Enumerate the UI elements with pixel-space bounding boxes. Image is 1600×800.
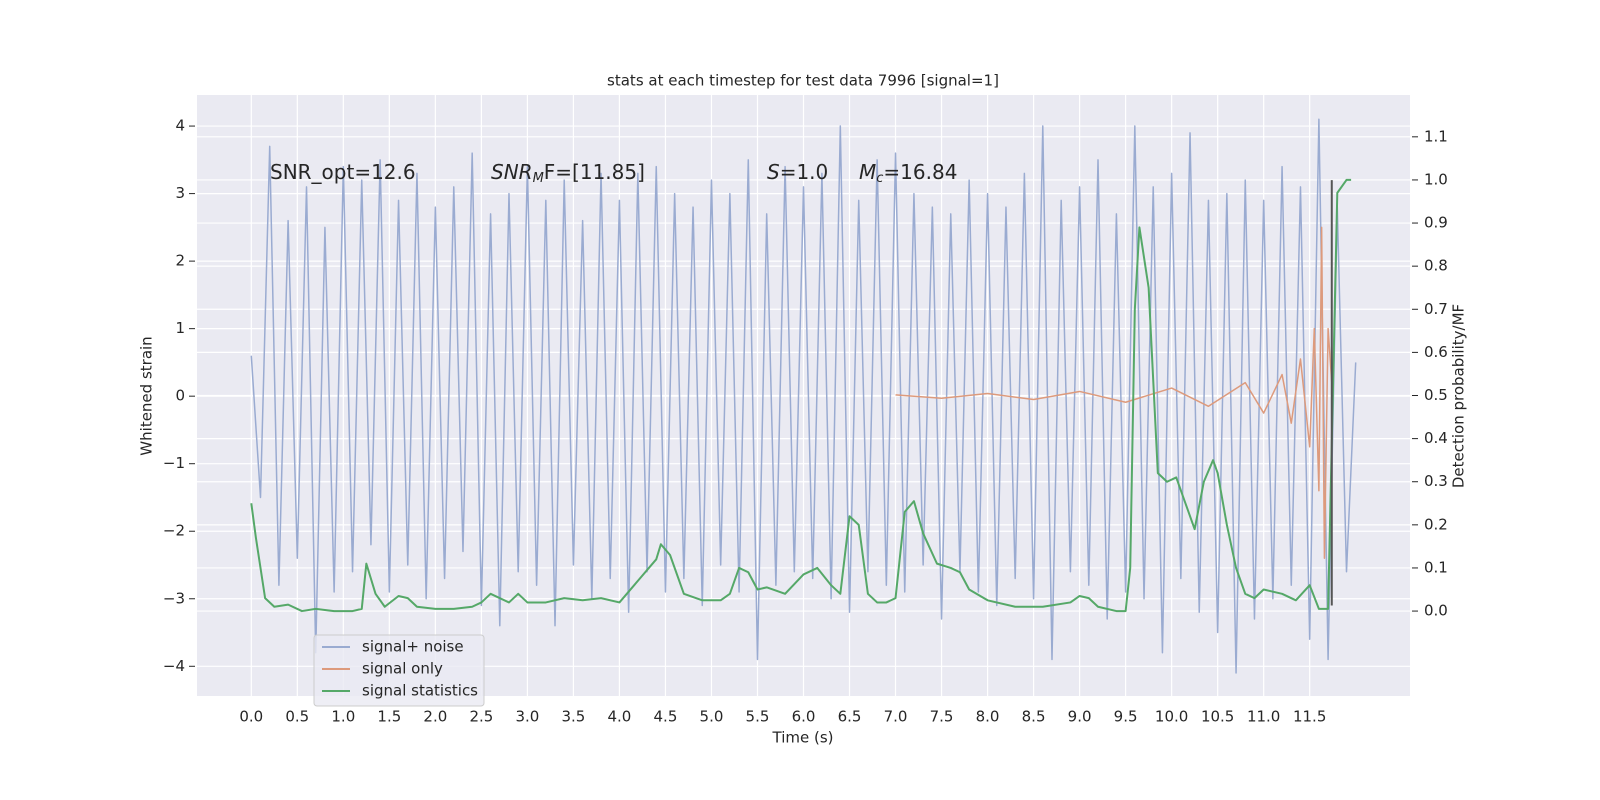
y2-tick-label: 0.7 bbox=[1424, 300, 1448, 318]
y-tick-label: −4 bbox=[163, 657, 185, 675]
x-tick-label: 7.0 bbox=[884, 708, 908, 726]
y-tick-label: −2 bbox=[163, 522, 185, 540]
x-tick-label: 6.0 bbox=[792, 708, 816, 726]
x-tick-label: 2.0 bbox=[423, 708, 447, 726]
x-tick-label: 11.0 bbox=[1247, 708, 1280, 726]
y-tick-label: 1 bbox=[175, 319, 185, 337]
x-tick-label: 2.5 bbox=[469, 708, 493, 726]
x-tick-label: 1.0 bbox=[331, 708, 355, 726]
x-tick-label: 4.0 bbox=[608, 708, 632, 726]
x-tick-label: 5.0 bbox=[700, 708, 724, 726]
annotation: S=1.0 bbox=[767, 160, 828, 184]
x-tick-label: 7.5 bbox=[930, 708, 954, 726]
y-tick-label: 3 bbox=[175, 184, 185, 202]
y2-tick-label: 0.9 bbox=[1424, 214, 1448, 232]
x-tick-label: 3.5 bbox=[561, 708, 585, 726]
annotation-part: c bbox=[876, 171, 883, 186]
series-line bbox=[250, 118, 1357, 674]
y2-tick-label: 0.6 bbox=[1424, 343, 1448, 361]
legend: signal+ noise signal only signal statistic… bbox=[313, 634, 485, 707]
y2-tick-label: 0.0 bbox=[1424, 602, 1448, 620]
x-tick-label: 1.5 bbox=[377, 708, 401, 726]
series-line bbox=[250, 178, 1352, 613]
y-tick-label: 2 bbox=[175, 252, 185, 270]
annotation-part: =1.0 bbox=[780, 160, 829, 184]
annotation-part: F=[11.85] bbox=[544, 160, 645, 184]
legend-label: signal+ noise bbox=[362, 638, 464, 656]
y-tick-label: 4 bbox=[175, 117, 185, 135]
legend-label: signal statistics bbox=[362, 682, 478, 700]
y-tick-label: −1 bbox=[163, 454, 185, 472]
x-tick-label: 11.5 bbox=[1293, 708, 1326, 726]
y2-tick-label: 0.3 bbox=[1424, 472, 1448, 490]
x-tick-label: 0.0 bbox=[239, 708, 263, 726]
x-tick-label: 10.5 bbox=[1201, 708, 1234, 726]
x-tick-label: 9.5 bbox=[1114, 708, 1138, 726]
annotation: SNR_opt=12.6 bbox=[270, 160, 416, 184]
y2-tick-label: 0.1 bbox=[1424, 558, 1448, 576]
y-tick-label: −3 bbox=[163, 589, 185, 607]
x-tick-label: 0.5 bbox=[285, 708, 309, 726]
x-tick-label: 6.5 bbox=[838, 708, 862, 726]
y2-tick-label: 0.4 bbox=[1424, 429, 1448, 447]
annotation-part: S bbox=[767, 160, 780, 184]
annotation-part: =16.84 bbox=[883, 160, 957, 184]
legend-box bbox=[313, 634, 485, 707]
x-tick-label: 3.0 bbox=[515, 708, 539, 726]
annotation-part: SNR_opt=12.6 bbox=[270, 160, 416, 184]
chart-title: stats at each timestep for test data 799… bbox=[607, 72, 999, 90]
y2-tick-label: 1.1 bbox=[1424, 127, 1448, 145]
annotation-part: SNR bbox=[491, 160, 533, 184]
y2-tick-label: 0.2 bbox=[1424, 515, 1448, 533]
annotation: SNRMF=[11.85] bbox=[491, 160, 645, 186]
annotation-part: M bbox=[859, 160, 876, 184]
x-tick-label: 8.0 bbox=[976, 708, 1000, 726]
y-tick-label: 0 bbox=[175, 387, 185, 405]
legend-label: signal only bbox=[362, 660, 443, 678]
y2-axis-label: Detection probability/MF bbox=[1450, 304, 1468, 488]
y-axis-label: Whitened strain bbox=[138, 336, 156, 455]
annotation-part: M bbox=[533, 171, 544, 186]
x-axis-label: Time (s) bbox=[772, 729, 834, 747]
x-tick-label: 5.5 bbox=[746, 708, 770, 726]
x-tick-label: 10.0 bbox=[1155, 708, 1188, 726]
x-tick-label: 8.5 bbox=[1022, 708, 1046, 726]
series-line bbox=[895, 226, 1334, 559]
annotation: Mc=16.84 bbox=[859, 160, 957, 186]
y2-tick-label: 0.5 bbox=[1424, 386, 1448, 404]
y2-tick-label: 1.0 bbox=[1424, 170, 1448, 188]
x-tick-label: 9.0 bbox=[1068, 708, 1092, 726]
x-tick-label: 4.5 bbox=[654, 708, 678, 726]
y2-tick-label: 0.8 bbox=[1424, 257, 1448, 275]
